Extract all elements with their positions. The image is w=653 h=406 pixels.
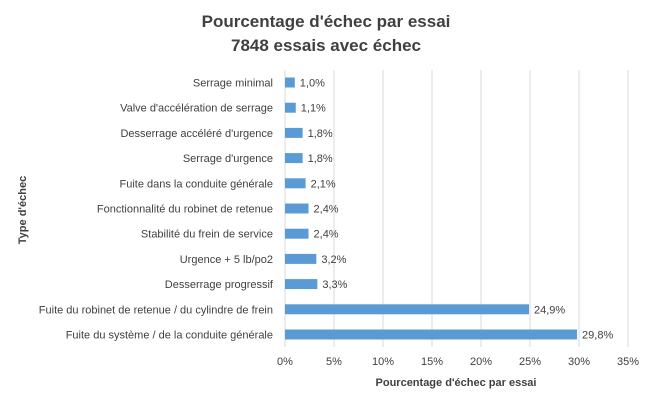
bar <box>285 228 309 239</box>
data-label: 24,9% <box>534 304 565 316</box>
category-label: Fuite dans la conduite générale <box>120 178 274 190</box>
data-label: 2,4% <box>314 229 339 241</box>
data-label: 1,8% <box>308 128 333 140</box>
category-label: Desserrage progressif <box>165 279 274 291</box>
data-label: 29,8% <box>582 330 613 342</box>
data-label: 3,3% <box>322 279 347 291</box>
category-label: Fonctionnalité du robinet de retenue <box>97 204 273 216</box>
x-axis-title: Pourcentage d'échec par essai <box>376 377 537 389</box>
chart-subtitle: 7848 essais avec échec <box>231 36 421 55</box>
bar <box>285 153 303 164</box>
value-labels: 1,0% 1,1% 1,8% 1,8% 2,1% 2,4% 2,4% 3,2% 3,3% 24,9… <box>300 78 614 342</box>
bar <box>285 279 318 290</box>
category-labels: Serrage minimal Valve d'accélération de s… <box>39 78 274 342</box>
category-label: Fuite du système / de la conduite généra… <box>66 330 273 342</box>
bar <box>285 304 530 315</box>
x-tick-label: 5% <box>326 356 342 368</box>
x-tick-labels: 0% 5% 10% 15% 20% 25% 30% 35% <box>277 356 639 368</box>
x-tick-label: 20% <box>470 356 492 368</box>
bar <box>285 329 578 340</box>
x-tick-label: 10% <box>372 356 394 368</box>
y-axis-title: Type d'échec <box>17 176 29 244</box>
x-tick-label: 30% <box>568 356 590 368</box>
category-label: Desserrage accéléré d'urgence <box>120 128 273 140</box>
category-label: Serrage minimal <box>193 78 273 90</box>
category-label: Valve d'accélération de serrage <box>120 103 273 115</box>
category-label: Stabilité du frein de service <box>141 229 273 241</box>
category-label: Fuite du robinet de retenue / du cylindr… <box>39 304 273 316</box>
x-tick-label: 15% <box>421 356 443 368</box>
data-label: 1,0% <box>300 78 325 90</box>
category-label: Urgence + 5 lb/po2 <box>180 254 273 266</box>
bar <box>285 77 295 88</box>
data-label: 2,1% <box>311 178 336 190</box>
data-label: 3,2% <box>321 254 346 266</box>
x-tick-label: 0% <box>277 356 293 368</box>
bar <box>285 253 317 264</box>
bar <box>285 178 306 189</box>
data-label: 2,4% <box>314 204 339 216</box>
category-label: Serrage d'urgence <box>183 153 273 165</box>
x-tick-label: 35% <box>617 356 639 368</box>
bars <box>285 77 578 340</box>
bar <box>285 127 303 138</box>
bar <box>285 203 309 214</box>
data-label: 1,1% <box>301 103 326 115</box>
x-tick-label: 25% <box>519 356 541 368</box>
gridlines <box>284 70 629 347</box>
chart-title: Pourcentage d'échec par essai <box>202 12 451 31</box>
bar <box>285 102 296 113</box>
data-label: 1,8% <box>308 153 333 165</box>
